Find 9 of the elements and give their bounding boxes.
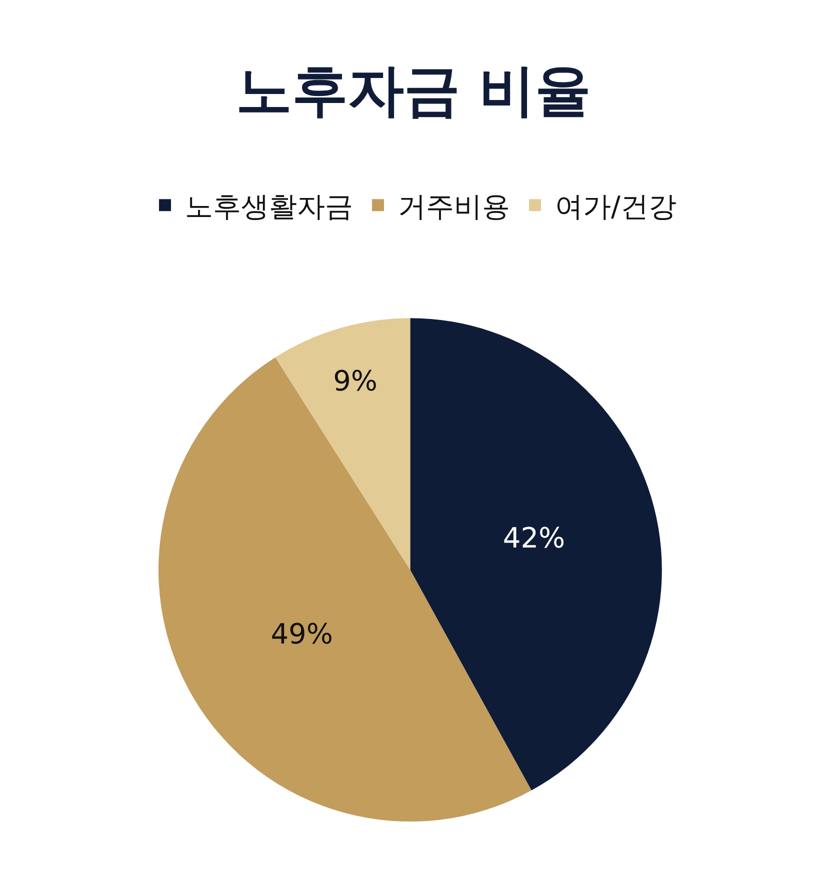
pie-slice bbox=[410, 318, 662, 790]
legend-label: 거주비용 bbox=[398, 190, 510, 224]
data-label: 42% bbox=[502, 522, 566, 555]
chart-title: 노후자금 비율 bbox=[236, 58, 592, 124]
legend-label: 노후생활자금 bbox=[185, 190, 353, 224]
data-label: 9% bbox=[333, 364, 378, 398]
pie-slice bbox=[275, 318, 410, 570]
data-label: 49% bbox=[270, 617, 333, 650]
legend-label: 여가/건강 bbox=[555, 190, 676, 224]
